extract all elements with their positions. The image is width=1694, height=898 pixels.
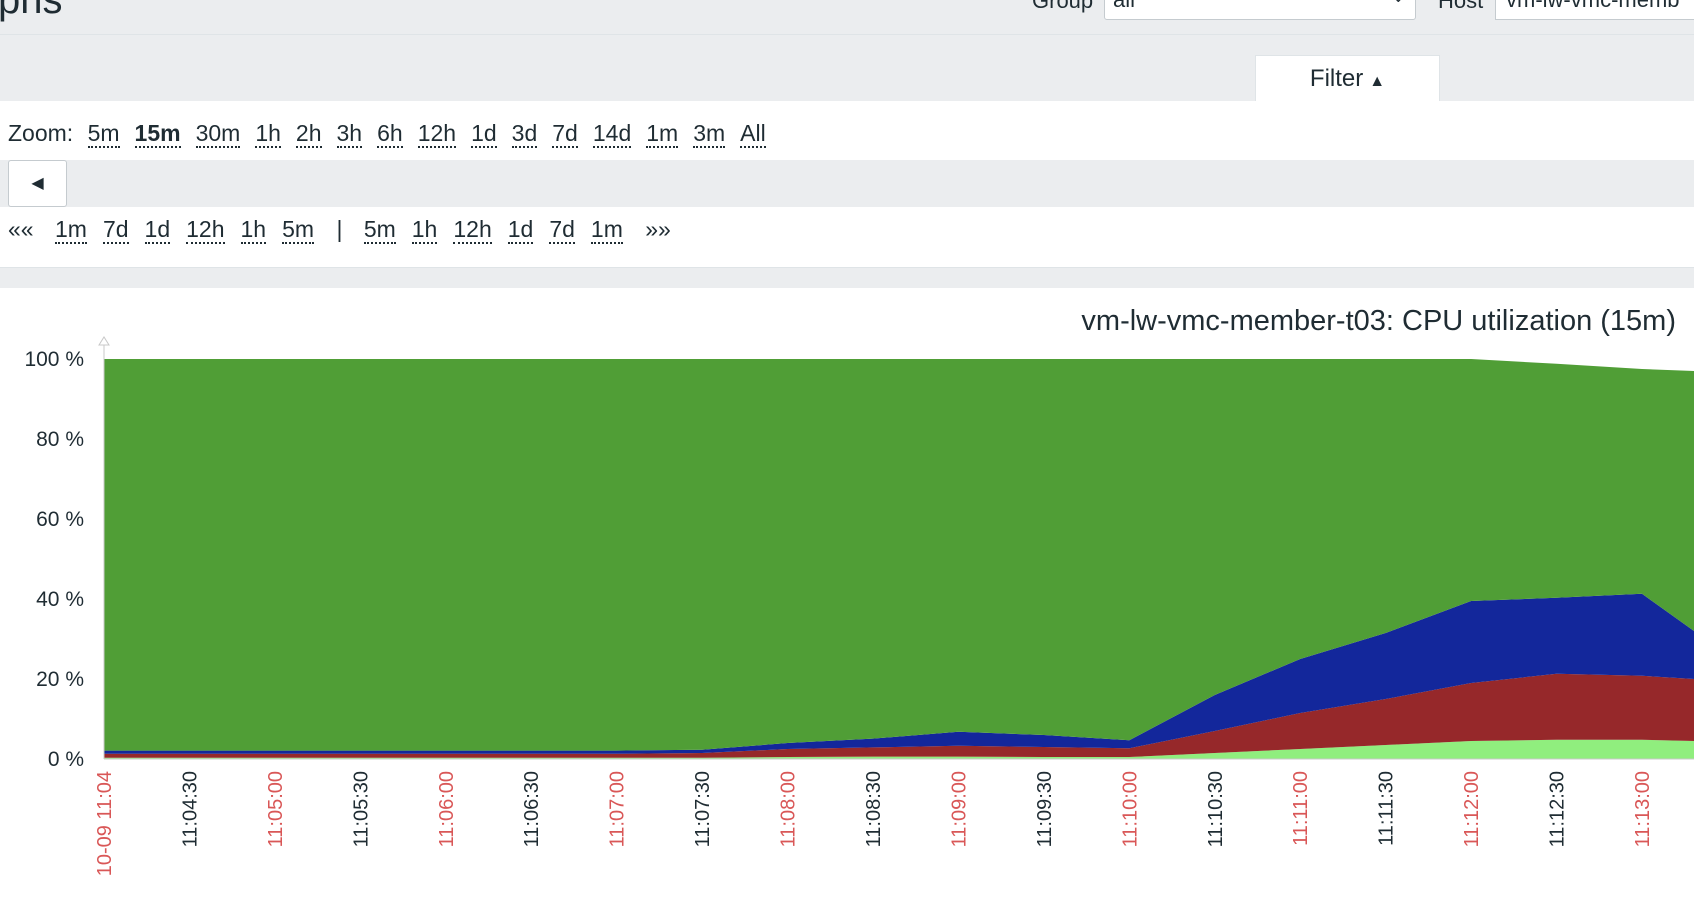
zoom-option-1m[interactable]: 1m — [646, 120, 679, 148]
x-tick-label: 11:08:30 — [863, 771, 885, 847]
x-tick-label: 11:07:30 — [692, 771, 714, 847]
filter-tab[interactable]: Filter ▲ — [1255, 55, 1440, 102]
zoom-option-3d[interactable]: 3d — [511, 120, 538, 148]
x-tick-label: 11:05:00 — [265, 771, 287, 847]
x-tick-label: 11:07:00 — [607, 771, 629, 847]
zoom-label: Zoom: — [8, 120, 74, 146]
nav-back-1d[interactable]: 1d — [144, 216, 171, 244]
zoom-option-1d[interactable]: 1d — [471, 120, 497, 148]
zoom-option-14d[interactable]: 14d — [592, 120, 632, 148]
y-tick-label: 60 % — [36, 508, 84, 531]
y-tick-label: 80 % — [36, 428, 84, 451]
zoom-option-15m[interactable]: 15m — [134, 120, 181, 148]
nav-forward-5m[interactable]: 5m — [363, 216, 396, 244]
zoom-option-5m[interactable]: 5m — [87, 120, 120, 148]
chart-title: vm-lw-vmc-member-t03: CPU utilization (1… — [1081, 305, 1676, 337]
x-tick-label: 11:04:30 — [179, 771, 201, 847]
group-label: Group — [1032, 0, 1094, 13]
page-header: phs Group all ⌄ Host vm-lw-vmc-memb — [0, 0, 1694, 35]
scroll-left-button[interactable]: ◀ — [8, 160, 67, 207]
series-area-0 — [104, 739, 1694, 759]
chevron-down-icon: ⌄ — [1392, 0, 1405, 7]
y-axis-arrow-icon — [98, 336, 110, 346]
zoom-option-30m[interactable]: 30m — [195, 120, 241, 148]
timeline-scrollbar[interactable] — [0, 160, 1694, 207]
nav-back-7d[interactable]: 7d — [102, 216, 129, 244]
nav-forward-1d[interactable]: 1d — [507, 216, 534, 244]
triangle-left-icon: ◀ — [31, 175, 44, 192]
zoom-option-1h[interactable]: 1h — [255, 120, 281, 148]
zoom-option-all[interactable]: All — [740, 120, 766, 148]
x-tick-label: 11:06:00 — [436, 771, 458, 847]
x-tick-label: 11:05:30 — [350, 771, 372, 847]
period-nav-row: «« 1m 7d 1d 12h 1h 5m | 5m 1h 12h 1d 7d 1m »» — [8, 216, 686, 244]
x-tick-label: 11:08:00 — [778, 771, 800, 847]
x-tick-label: 10-09 11:04 — [94, 771, 116, 876]
nav-back-1h[interactable]: 1h — [240, 216, 267, 244]
nav-back-5m[interactable]: 5m — [282, 216, 315, 244]
group-select[interactable]: all ⌄ — [1104, 0, 1416, 20]
series-area-2 — [104, 593, 1694, 754]
filter-tab-label: Filter — [1309, 65, 1364, 92]
nav-forward-all[interactable]: »» — [645, 216, 671, 242]
triangle-up-icon: ▲ — [1369, 73, 1386, 90]
y-tick-label: 100 % — [24, 348, 84, 371]
zoom-option-6h[interactable]: 6h — [377, 120, 403, 148]
nav-forward-1m[interactable]: 1m — [590, 216, 623, 244]
x-tick-label: 11:12:30 — [1547, 771, 1569, 847]
host-label: Host — [1438, 0, 1484, 13]
page-title: phs — [0, 0, 63, 22]
zoom-option-2h[interactable]: 2h — [295, 120, 322, 148]
x-tick-label: 11:09:00 — [948, 771, 970, 847]
zoom-option-12h[interactable]: 12h — [417, 120, 457, 148]
x-tick-label: 11:06:30 — [521, 771, 543, 847]
x-tick-label: 11:11:00 — [1290, 771, 1312, 846]
zoom-option-3m[interactable]: 3m — [693, 120, 726, 148]
zoom-row: Zoom: 5m 15m 30m 1h 2h 3h 6h 12h 1d 3d 7d 14d 1m 3m Al… — [8, 120, 781, 148]
x-tick-label: 11:09:30 — [1034, 771, 1056, 847]
x-tick-label: 11:10:00 — [1119, 771, 1141, 847]
nav-back-all[interactable]: «« — [8, 216, 34, 242]
series-area-1 — [104, 673, 1694, 758]
x-tick-label: 11:11:30 — [1376, 771, 1398, 846]
x-tick-label: 11:10:30 — [1205, 771, 1227, 847]
nav-back-1m[interactable]: 1m — [54, 216, 87, 244]
nav-forward-1h[interactable]: 1h — [411, 216, 438, 244]
x-tick-label: 11:12:00 — [1461, 771, 1483, 847]
nav-forward-7d[interactable]: 7d — [549, 216, 575, 244]
nav-separator: | — [336, 216, 343, 242]
x-tick-label: 11:13:00 — [1632, 771, 1654, 847]
series-area-3 — [104, 359, 1694, 751]
y-tick-label: 20 % — [36, 668, 84, 691]
zoom-option-3h[interactable]: 3h — [336, 120, 363, 148]
nav-back-12h[interactable]: 12h — [186, 216, 225, 244]
y-tick-label: 40 % — [36, 588, 84, 611]
group-select-value: all — [1113, 0, 1135, 12]
nav-forward-12h[interactable]: 12h — [453, 216, 492, 244]
y-tick-label: 0 % — [48, 748, 84, 771]
host-input[interactable]: vm-lw-vmc-memb — [1495, 0, 1694, 20]
zoom-option-7d[interactable]: 7d — [552, 120, 578, 148]
